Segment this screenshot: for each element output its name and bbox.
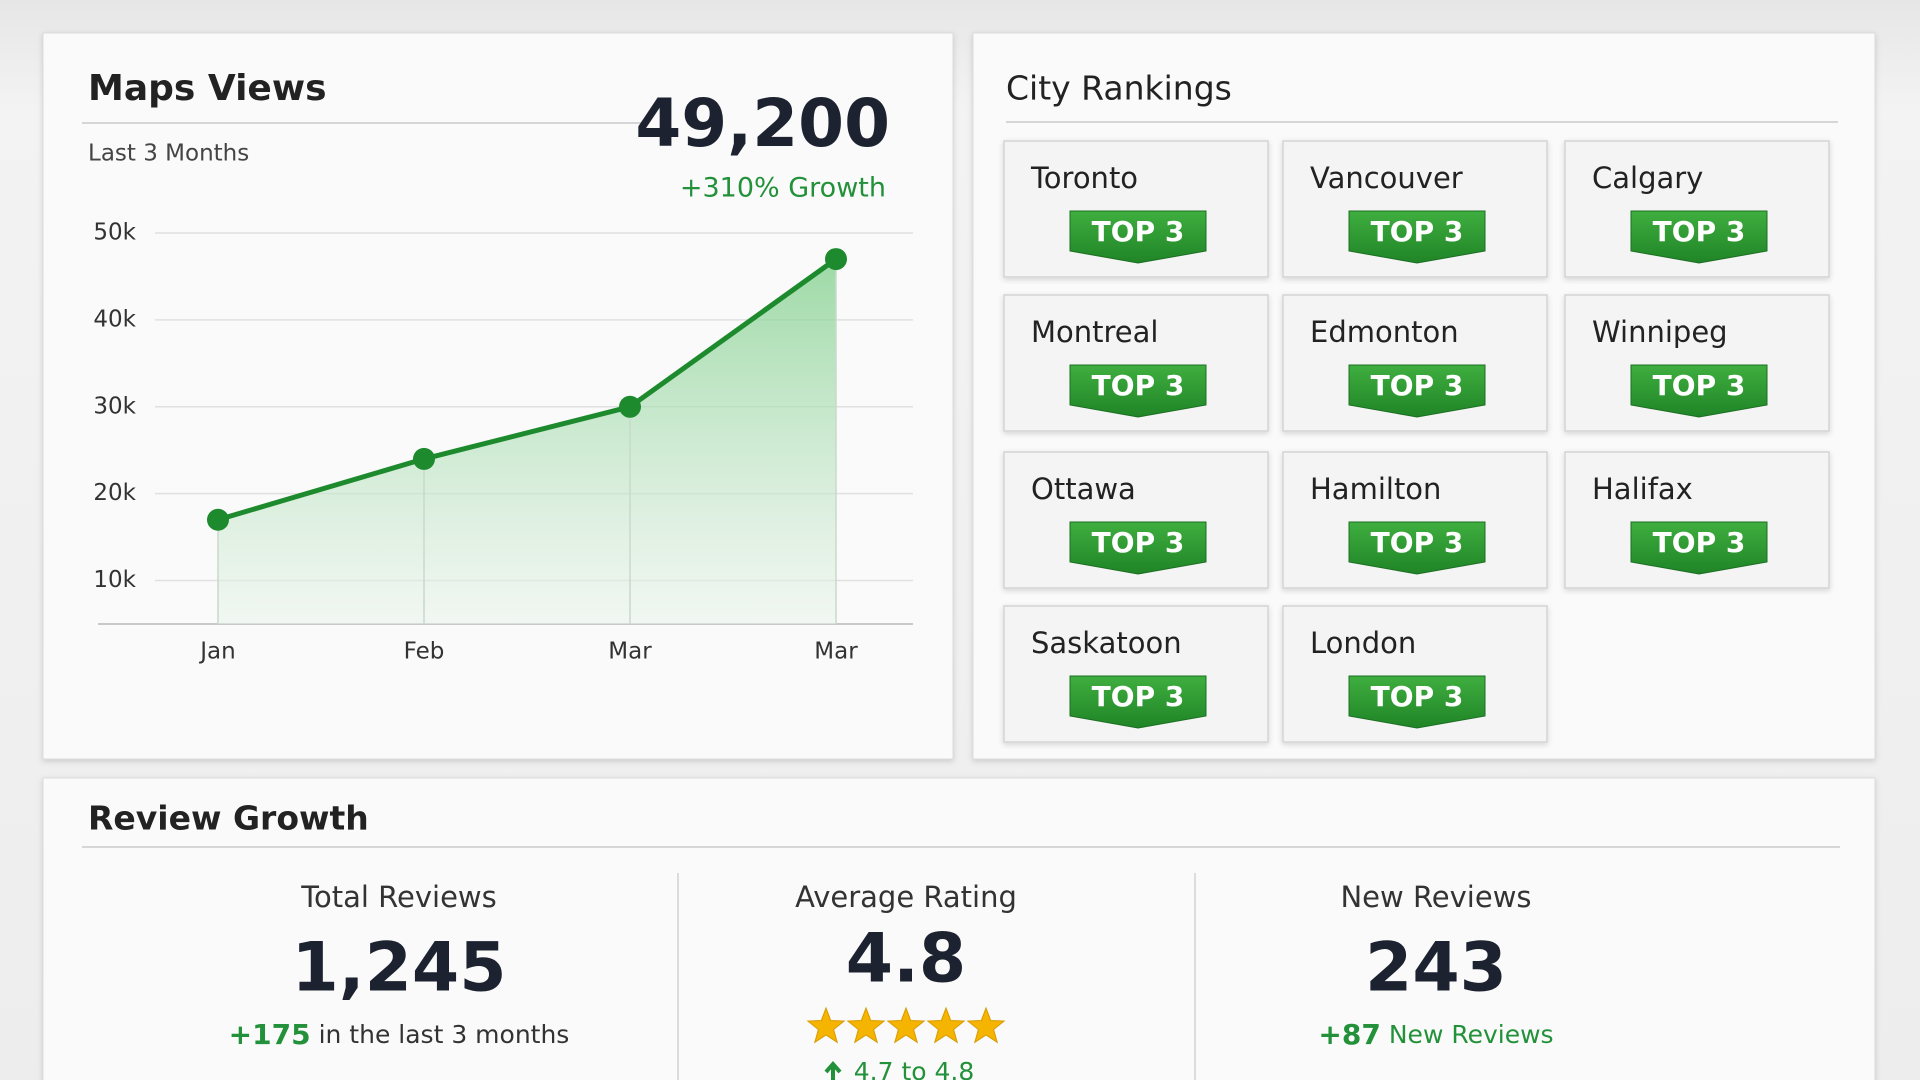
stat-label: Total Reviews	[300, 880, 497, 914]
point	[825, 248, 847, 271]
badge-label: TOP 3	[1371, 215, 1464, 248]
x-tick-label: Mar	[814, 639, 858, 665]
badge	[1069, 521, 1207, 575]
badge-label: TOP 3	[1653, 215, 1746, 248]
badge-label: TOP 3	[1092, 680, 1185, 713]
stat-label: New Reviews	[1340, 880, 1531, 914]
city-name: Montreal	[1031, 315, 1158, 349]
line	[217, 257, 838, 523]
city-name: Toronto	[1030, 161, 1138, 195]
stat-label: Average Rating	[795, 880, 1017, 914]
badge	[1069, 675, 1207, 729]
city-name: London	[1310, 626, 1416, 660]
y-tick-label: 30k	[93, 393, 136, 419]
stat-value: 1,245	[291, 929, 506, 1008]
badge	[1630, 521, 1768, 575]
star-icon	[886, 1006, 926, 1044]
badge	[1348, 675, 1486, 729]
y-tick-label: 40k	[93, 306, 136, 332]
subtitle: Last 3 Months	[88, 141, 249, 167]
badge	[1069, 364, 1207, 418]
y-tick-label: 50k	[93, 220, 136, 246]
x-tick-label: Jan	[198, 639, 235, 665]
change-value: +87	[1318, 1018, 1380, 1051]
city-name: Edmonton	[1310, 315, 1459, 349]
total-views: 49,200	[635, 85, 890, 162]
growth: +310% Growth	[680, 173, 886, 204]
badge-label: TOP 3	[1092, 215, 1185, 248]
point	[207, 508, 229, 531]
badge-label: TOP 3	[1371, 369, 1464, 402]
card-title: City Rankings	[1006, 69, 1232, 108]
badge	[1630, 364, 1768, 418]
y-tick-label: 20k	[93, 480, 136, 506]
badge-label: TOP 3	[1371, 680, 1464, 713]
badge	[1348, 364, 1486, 418]
stat-value: 243	[1365, 929, 1507, 1008]
change-value: +175	[229, 1018, 311, 1051]
x-tick-label: Feb	[404, 639, 445, 665]
city-name: Vancouver	[1310, 161, 1463, 195]
star-icon	[966, 1006, 1006, 1044]
star-icon	[806, 1006, 846, 1044]
city-name: Saskatoon	[1031, 626, 1182, 660]
card-title: Review Growth	[88, 799, 369, 838]
change-note: New Reviews	[1389, 1020, 1554, 1049]
city-name: Ottawa	[1031, 472, 1136, 506]
badge-label: TOP 3	[1092, 526, 1185, 559]
badge	[1348, 521, 1486, 575]
point	[619, 395, 641, 418]
area	[218, 259, 836, 624]
badge-label: TOP 3	[1653, 369, 1746, 402]
stat-change: 4.7 to 4.8	[854, 1057, 975, 1080]
badge	[1348, 210, 1486, 264]
badge-label: TOP 3	[1653, 526, 1746, 559]
star-icon	[846, 1006, 886, 1044]
reviews-card	[42, 777, 1876, 1080]
stat-value: 4.8	[846, 920, 966, 999]
arrow-icon	[824, 1060, 842, 1080]
badge-label: TOP 3	[1371, 526, 1464, 559]
stat-change: +175 in the last 3 months	[229, 1018, 570, 1051]
change-note: in the last 3 months	[319, 1020, 570, 1049]
badge-label: TOP 3	[1092, 369, 1185, 402]
star-icon	[926, 1006, 966, 1044]
badge	[1630, 210, 1768, 264]
city-name: Hamilton	[1310, 472, 1441, 506]
x-tick-label: Mar	[608, 639, 652, 665]
city-name: Winnipeg	[1592, 315, 1728, 349]
point	[413, 447, 435, 470]
y-tick-label: 10k	[93, 567, 136, 593]
stat-change: +87 New Reviews	[1318, 1018, 1553, 1051]
city-name: Halifax	[1592, 472, 1693, 506]
city-name: Calgary	[1592, 161, 1703, 195]
badge	[1069, 210, 1207, 264]
card-title: Maps Views	[88, 68, 327, 109]
